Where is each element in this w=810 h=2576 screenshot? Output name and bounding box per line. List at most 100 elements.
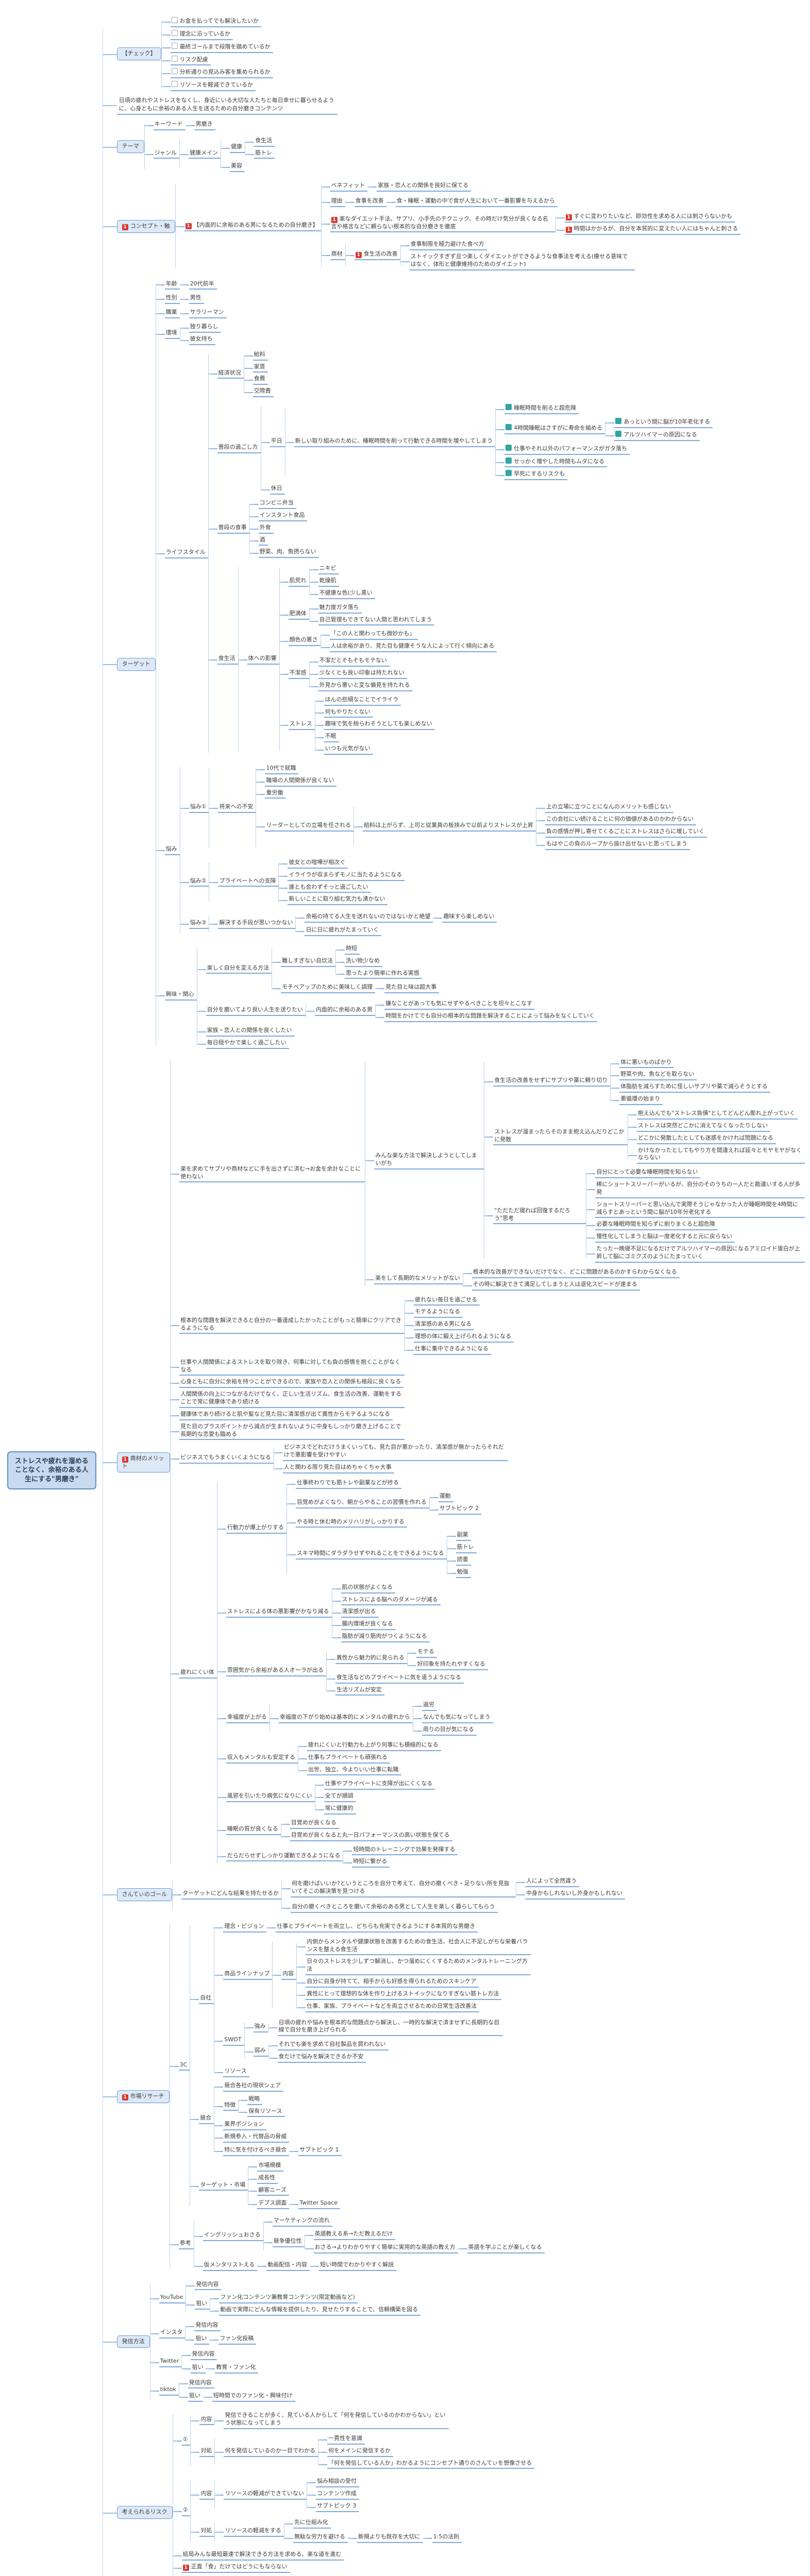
topic-label[interactable]: ターゲット・市場 bbox=[199, 2181, 248, 2191]
topic-label[interactable]: 体脂肪を減らすために怪しいサプリや薬で減らそうとする bbox=[619, 1082, 770, 1093]
topic-label[interactable]: 発信内容 bbox=[191, 2350, 217, 2360]
topic-label[interactable]: 人と関わる限り見た目はめちゃくちゃ大事 bbox=[283, 1463, 394, 1473]
topic-label[interactable]: 睡眠の質が良くなる bbox=[226, 1825, 281, 1835]
topic-label[interactable]: 目覚めが良くなると丸一日パフォーマンスの高い状態を保てる bbox=[290, 1831, 452, 1841]
topic-label[interactable]: 悩み bbox=[165, 845, 180, 855]
topic-label[interactable]: 腸内環境が良くなる bbox=[341, 1620, 396, 1630]
topic-label[interactable]: 美容 bbox=[230, 162, 245, 172]
topic-label[interactable]: 内容 bbox=[199, 2415, 214, 2426]
topic-label[interactable]: 狙い bbox=[195, 2299, 210, 2310]
topic-label[interactable]: ファン化投稿 bbox=[218, 2334, 256, 2345]
topic-label[interactable]: 周りの目が気になる bbox=[422, 1725, 477, 1736]
topic-label[interactable]: 肌の状態がよくなる bbox=[341, 1583, 395, 1594]
topic-label[interactable]: 疲れにくいと行動力も上がり何事にも積極的になる bbox=[307, 1741, 441, 1751]
topic-label[interactable]: ストレスや疲れを溜めることなく、余裕のある人生にする"男磨き" bbox=[7, 1451, 96, 1490]
topic-label[interactable]: ① bbox=[182, 2435, 191, 2446]
topic-label[interactable]: 理由 bbox=[330, 197, 345, 207]
topic-label[interactable]: ビジネスでもうまくいくようになる bbox=[179, 1453, 274, 1464]
topic-label[interactable]: 何をメインに発信するか bbox=[327, 2447, 393, 2457]
topic-label[interactable]: せっかく増やした時間もムダになる bbox=[504, 457, 607, 468]
topic-label[interactable]: 【チェック】 bbox=[117, 47, 161, 60]
topic-label[interactable]: 乾燥肌 bbox=[318, 577, 339, 587]
topic-label[interactable]: リーダーとしての立場を任される bbox=[265, 821, 353, 832]
topic-label[interactable]: 筋トレ bbox=[254, 149, 275, 159]
topic-label[interactable]: 野菜や肉、魚などを取らない bbox=[619, 1070, 697, 1080]
topic-label[interactable]: 行動力が爆上がりする bbox=[226, 1523, 286, 1534]
topic-label[interactable]: 男磨き bbox=[195, 120, 215, 130]
topic-label[interactable]: 不潔感 bbox=[289, 669, 309, 679]
topic-label[interactable]: 幸福度の下がり始めは基本的にメンタルの疲れから bbox=[279, 1713, 413, 1723]
topic-label[interactable]: ビジネスでどれだけうまくいっても、見た目が悪かったり、清潔感が無かったらそれだけ… bbox=[283, 1443, 508, 1461]
topic-label[interactable]: 発信できることが多く、見ている人からして「何を発信しているのかわからない」という… bbox=[224, 2411, 449, 2429]
topic-label[interactable]: 「この人と関わっても微妙かも」 bbox=[330, 630, 418, 640]
topic-label[interactable]: 食だけで悩みを解決できるか不安 bbox=[278, 2053, 366, 2063]
topic-label[interactable]: スキマ時間にダラダラせずやれることをできるようになる bbox=[296, 1549, 447, 1560]
topic-label[interactable]: リソース bbox=[223, 2067, 249, 2077]
topic-label[interactable]: Twitter Space bbox=[298, 2199, 340, 2209]
topic-label[interactable]: ストイックすぎず且つ楽しくダイエットができるような食事法を考える(痩せる意味では… bbox=[410, 252, 635, 270]
topic-label[interactable]: 職場の人間関係が良くない bbox=[265, 776, 336, 787]
topic-label[interactable]: 全てが順調 bbox=[324, 1792, 356, 1802]
topic-label[interactable]: 不眠 bbox=[324, 732, 339, 742]
topic-label[interactable]: 見た目と味は超大事 bbox=[384, 983, 439, 993]
topic-label[interactable]: 何もやりたくない bbox=[324, 708, 373, 718]
topic-label[interactable]: 興味・関心 bbox=[165, 990, 197, 1001]
topic-label[interactable]: 狙い bbox=[191, 2363, 206, 2374]
topic-label[interactable]: この会社にい続けることに何の価値があるのかわからない bbox=[545, 815, 696, 825]
topic-label[interactable]: 対処 bbox=[199, 2447, 214, 2457]
topic-label[interactable]: 人間関係の向上につながるだけでなく、正しい生活リズム、食生活の改善、運動をするこ… bbox=[179, 1390, 404, 1408]
topic-label[interactable]: ② bbox=[182, 2506, 191, 2516]
topic-label[interactable]: 仕事、家族、プライベートなどを両立させるための日常生活改善法 bbox=[306, 2002, 479, 2012]
topic-label[interactable]: 商品ラインナップ bbox=[223, 1970, 272, 1980]
topic-label[interactable]: いつも元気がない bbox=[324, 744, 373, 755]
topic-label[interactable]: 短い時間でわかりやすく解説 bbox=[319, 2261, 396, 2271]
topic-label[interactable]: ファン化コンテンツ兼教育コンテンツ(限定動画など) bbox=[219, 2293, 358, 2303]
topic-label[interactable]: 疲れにくい体 bbox=[179, 1668, 217, 1679]
topic-label[interactable]: 仕事やそれ以外のパフォーマンスがガタ落ち bbox=[504, 444, 630, 455]
topic-label[interactable]: 外食 bbox=[259, 523, 274, 534]
topic-label[interactable]: 無駄な労力を避ける bbox=[293, 2533, 348, 2543]
topic-label[interactable]: だらだらせずしっかり運動できるようになる bbox=[226, 1852, 343, 1862]
topic-label[interactable]: 負の感情が押し寄せてくるごとにストレスはさらに増していく bbox=[545, 827, 707, 838]
topic-label[interactable]: 給料 bbox=[253, 350, 268, 361]
topic-label[interactable]: プライベートへの支障 bbox=[218, 877, 278, 887]
topic-label[interactable]: ストレスによる脳へのダメージが減る bbox=[341, 1596, 441, 1606]
topic-label[interactable]: 彼女との喧嘩が相次ぐ bbox=[288, 858, 348, 869]
topic-label[interactable]: 家族・恋人との関係を良好に保てる bbox=[377, 181, 471, 192]
topic-label[interactable]: 肥満体 bbox=[289, 609, 309, 620]
topic-label[interactable]: 1【内面的に余裕のある男になるための自分磨き】 bbox=[184, 221, 321, 231]
topic-label[interactable]: 交際費 bbox=[253, 387, 274, 397]
topic-label[interactable]: 動画で実際にどんな情報を提供したり、見せたりすることで、信頼構築を図る bbox=[219, 2306, 420, 2316]
topic-label[interactable]: 日々のストレスを少しずつ解消し、かつ溜めにくくするためのメンタルトレーニング方法 bbox=[306, 1957, 531, 1975]
topic-label[interactable]: 解決する手段が思いつかない bbox=[218, 919, 295, 929]
topic-label[interactable]: 異性にとって理想的な体を作り上げるストイックになりすぎない筋トレ方法 bbox=[306, 1990, 501, 2000]
topic-label[interactable]: 何を磨けばいいか?というところを自分で考えて、自分の磨くべき・足りない所を見抜い… bbox=[291, 1879, 516, 1897]
topic-label[interactable]: やる時と休む時のメリハリがしっかりする bbox=[296, 1518, 407, 1528]
topic-label[interactable]: 食生活 bbox=[217, 654, 238, 665]
topic-label[interactable]: 早死にするリスクも bbox=[504, 469, 567, 480]
topic-label[interactable]: 自己管理もできてない人間と思われてしまう bbox=[318, 616, 435, 626]
topic-label[interactable]: 新しい取り組みのために、睡眠時間を削って行動できる時間を増やしてしまう bbox=[294, 437, 496, 447]
topic-label[interactable]: 彼女持ち bbox=[189, 335, 215, 345]
topic-label[interactable]: 仕事とプライベートを両立し、どちらも充実できるようにする本質的な男磨き bbox=[276, 1922, 478, 1933]
topic-label[interactable]: 特に気を付けるべき競合 bbox=[223, 2146, 289, 2156]
topic-label[interactable]: 発信方法 bbox=[117, 2335, 150, 2348]
topic-label[interactable]: 教育・ファン化 bbox=[215, 2363, 258, 2374]
topic-label[interactable]: 最終ゴールまで段階を踏めているか bbox=[171, 42, 273, 53]
topic-label[interactable]: マーケティングの流れ bbox=[273, 2216, 332, 2227]
topic-label[interactable]: 常に健康的 bbox=[324, 1804, 356, 1815]
topic-label[interactable]: サブトピック 1 bbox=[298, 2146, 342, 2156]
topic-label[interactable]: 異性から魅力的に見られる bbox=[335, 1654, 407, 1664]
topic-label[interactable]: 保有リソース bbox=[247, 2107, 284, 2117]
topic-label[interactable]: 顧客ニーズ bbox=[257, 2186, 289, 2196]
topic-label[interactable]: 疲れない毎日を過ごせる bbox=[414, 1296, 480, 1306]
topic-label[interactable]: 酒 bbox=[259, 536, 268, 546]
topic-label[interactable]: 食生活の改善をせずにサプリや薬に頼り切り bbox=[493, 1076, 610, 1087]
topic-label[interactable]: 環境 bbox=[165, 329, 180, 339]
topic-label[interactable]: 少なくとも良い印象は持たれない bbox=[318, 669, 407, 679]
topic-label[interactable]: イライラが収まらずモノに当たるようになる bbox=[288, 871, 404, 881]
topic-label[interactable]: 考えられるリスク bbox=[117, 2506, 173, 2519]
